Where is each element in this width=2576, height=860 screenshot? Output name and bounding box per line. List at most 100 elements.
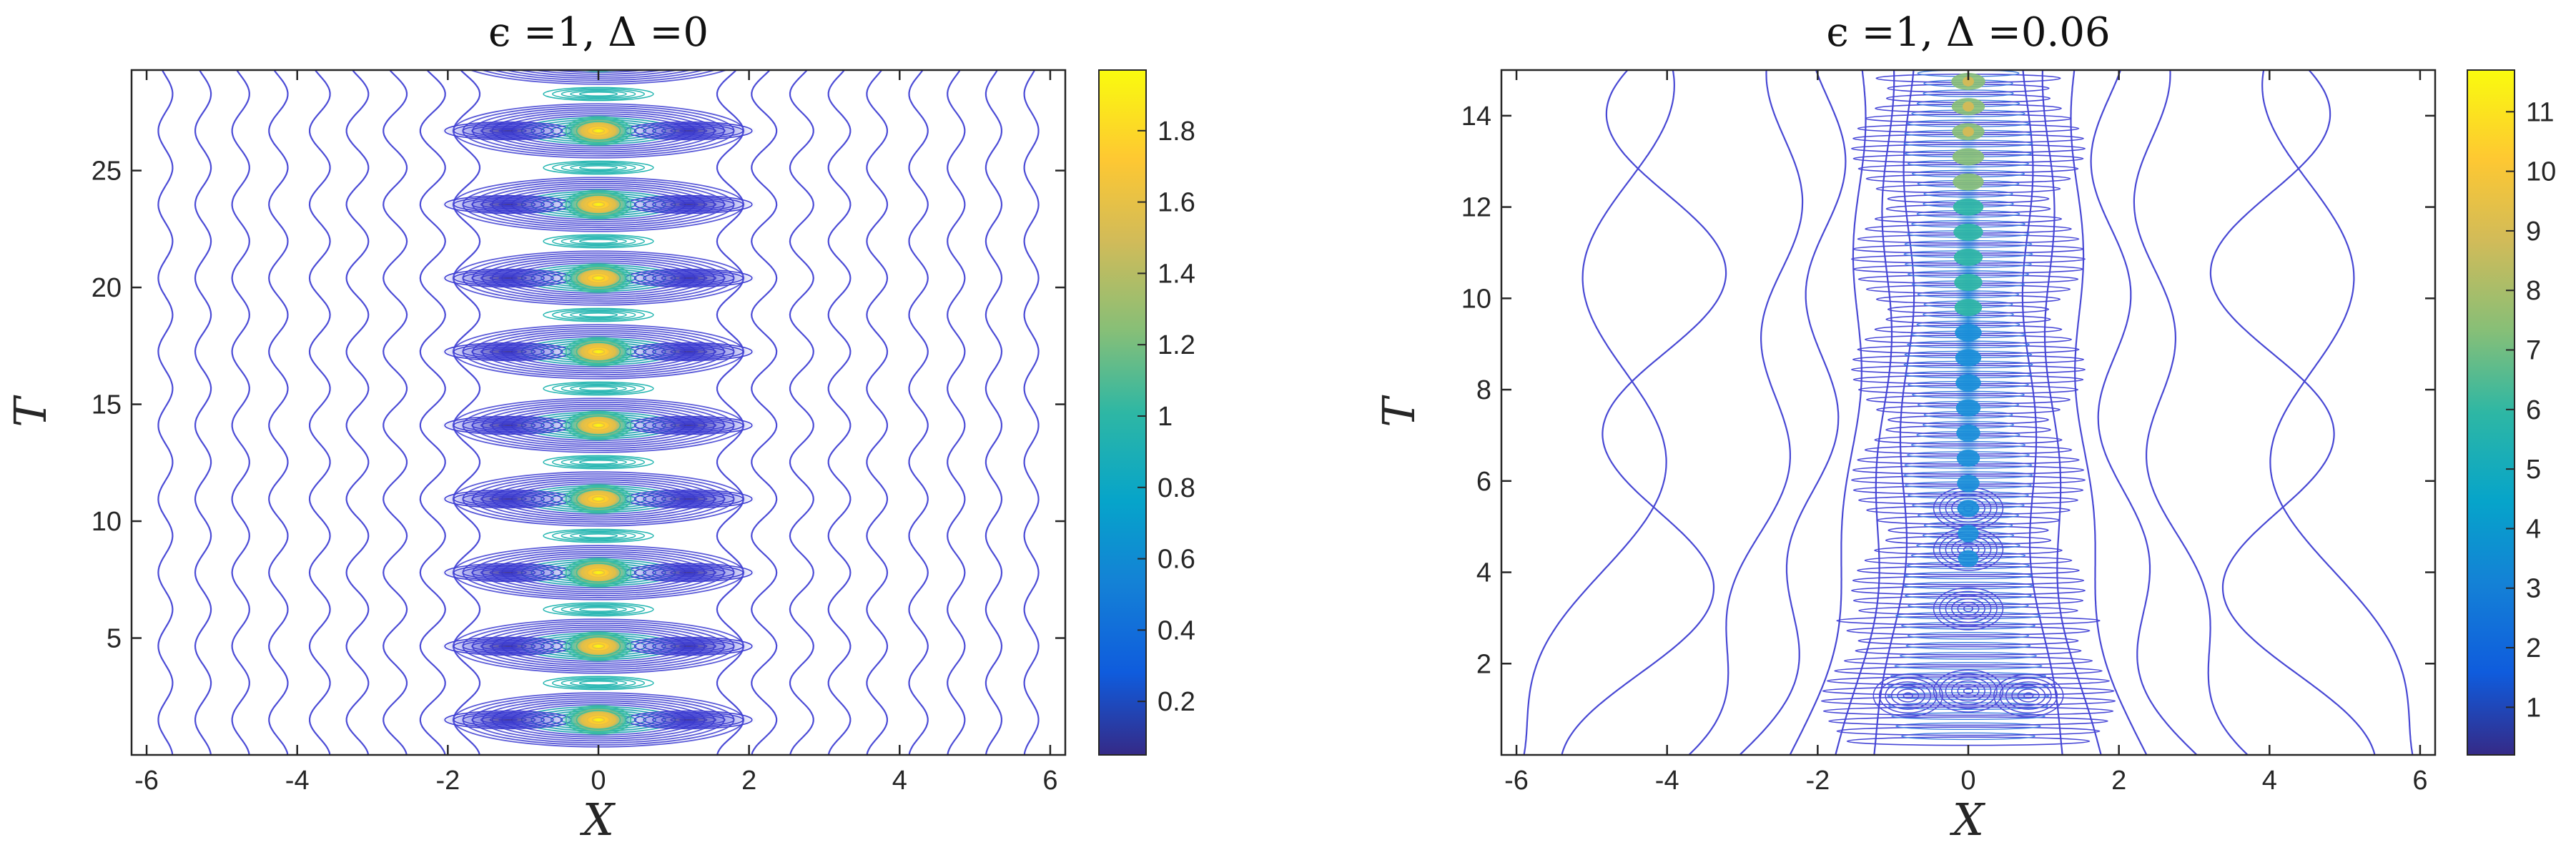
contour-line <box>462 639 554 653</box>
contour-line <box>581 638 616 654</box>
contour-line <box>561 530 636 541</box>
contour-line <box>489 495 527 503</box>
trough-region <box>621 194 757 214</box>
x-tick-label: 2 <box>2111 766 2126 796</box>
contour-line <box>480 274 536 282</box>
colorbar-tick-label: 9 <box>2526 217 2541 247</box>
contour-line <box>308 70 331 755</box>
contour-line <box>498 202 518 207</box>
contour-line <box>680 56 698 58</box>
contour-line <box>2133 70 2249 755</box>
y-tick-label: 15 <box>92 390 122 420</box>
contour-line <box>565 558 632 588</box>
contour-line <box>670 495 708 503</box>
contour-line <box>578 312 618 317</box>
peak-spot <box>1952 148 1985 166</box>
y-tick-label: 10 <box>1461 284 1491 314</box>
peak-spot <box>1958 550 1979 568</box>
y-tick-label: 12 <box>1461 193 1491 223</box>
contour-line <box>581 491 616 507</box>
contour-line <box>586 641 611 652</box>
contour-line <box>2005 681 2052 710</box>
contour-line <box>581 270 616 286</box>
contour-line <box>471 199 545 210</box>
x-tick-label: 6 <box>1042 766 1057 796</box>
contour-line <box>576 563 621 583</box>
colorbar-tick-label: 5 <box>2526 455 2541 485</box>
contour-line <box>1894 662 2043 670</box>
contour-line <box>552 162 645 174</box>
contour-line <box>561 89 636 99</box>
contour-line <box>652 567 726 578</box>
x-tick-label: 0 <box>591 766 606 796</box>
contour-line <box>581 123 616 139</box>
peak-spot <box>1955 399 1981 417</box>
contour-line <box>419 70 446 755</box>
contour-line <box>661 494 717 503</box>
contour-line <box>1905 642 2031 650</box>
contour-line <box>1835 70 1895 755</box>
trough-region <box>621 636 757 656</box>
colorbar-tick-label: 7 <box>2526 336 2541 366</box>
contour-line <box>1903 581 2033 590</box>
contour-line <box>652 346 726 357</box>
contour-line <box>827 70 852 755</box>
contour-line <box>1895 722 2041 731</box>
contour-line <box>576 121 621 141</box>
contour-line <box>268 70 289 755</box>
contour-line <box>984 70 1003 755</box>
panel-2-x-axis-label: X <box>1950 794 1986 846</box>
contour-line <box>678 129 699 133</box>
contour-line <box>581 344 616 360</box>
contour-line <box>561 383 636 394</box>
contour-line <box>468 70 729 85</box>
colorbar-tick-label: 8 <box>2526 276 2541 306</box>
contour-line <box>908 70 929 755</box>
y-tick-label: 10 <box>92 507 122 537</box>
contour-line <box>480 127 536 135</box>
contour-line <box>670 716 708 723</box>
contour-line <box>571 339 626 365</box>
contour-line <box>1890 672 2047 680</box>
contour-line <box>565 631 632 661</box>
contour-line <box>1878 677 1938 713</box>
contour-line <box>471 420 545 431</box>
colorbar-tick-label: 11 <box>2526 97 2554 127</box>
contour-line <box>552 382 645 395</box>
contour-line <box>480 715 536 724</box>
contour-line <box>866 70 889 755</box>
contour-line <box>576 489 621 509</box>
colorbar-tick-label: 1 <box>2526 693 2541 723</box>
colorbar-tick-label: 1.4 <box>1158 259 1195 289</box>
panel-1-x-axis-label: X <box>580 794 616 846</box>
contour-line <box>471 346 545 357</box>
peak-spot <box>1955 349 1982 367</box>
peak-spot <box>1955 324 1982 342</box>
contour-line <box>652 714 726 726</box>
y-tick-label: 25 <box>92 157 122 187</box>
x-tick-label: -6 <box>1504 766 1529 796</box>
contour-line <box>670 348 708 355</box>
contour-line <box>1858 606 2078 616</box>
trough-region <box>440 710 576 730</box>
contour-line <box>471 567 545 578</box>
contour-line <box>543 602 654 617</box>
contour-line <box>565 116 632 146</box>
contour-line <box>1872 673 1943 718</box>
colorbar-tick-label: 3 <box>2526 574 2541 604</box>
panel-1-x-ticks: -6 -4 -2 0 2 4 6 <box>134 70 1058 796</box>
colorbar-tick-label: 1.6 <box>1158 188 1195 218</box>
contour-line <box>591 422 606 429</box>
contour-line <box>661 274 717 282</box>
x-tick-label: -2 <box>1805 766 1830 796</box>
contour-line <box>480 347 536 356</box>
contour-line <box>462 124 554 138</box>
y-tick-label: 5 <box>107 624 122 654</box>
contour-line <box>462 345 554 359</box>
panel-1-colorbar <box>1098 69 1147 756</box>
contour-line <box>643 492 735 506</box>
contour-line <box>543 234 654 249</box>
panel-2-title: ϵ =1, Δ =0.06 <box>1826 9 2110 56</box>
